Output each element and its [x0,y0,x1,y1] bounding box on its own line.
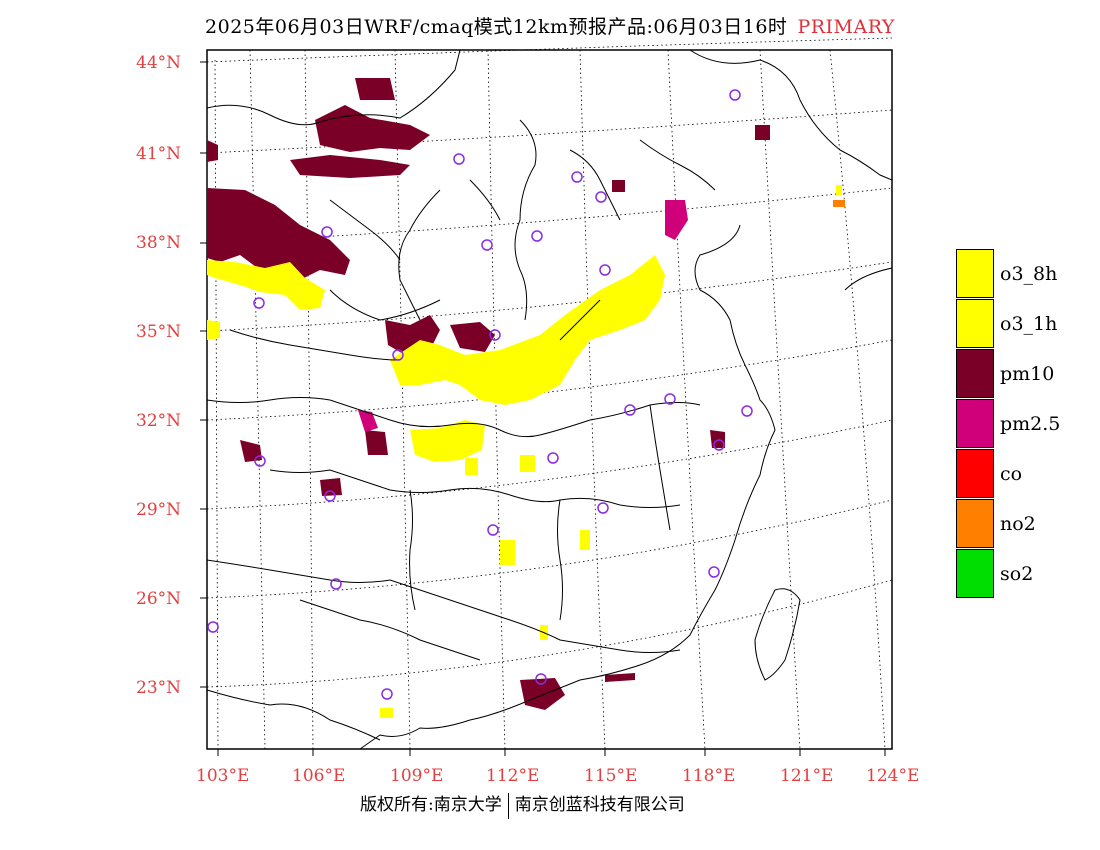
lat-label: 35°N [136,322,182,342]
legend-label: o3_1h [1000,313,1058,335]
legend: o3_8h o3_1h pm10 pm2.5 co no2 so2 [956,249,1060,599]
lon-label: 109°E [390,766,444,786]
legend-item-pm25: pm2.5 [956,399,1060,449]
legend-swatch [956,449,994,498]
lon-label: 103°E [196,766,250,786]
legend-label: no2 [1000,513,1036,535]
legend-item-o3-1h: o3_1h [956,299,1060,349]
credit-divider [507,792,509,819]
legend-label: pm2.5 [1000,413,1061,435]
pm25-patches [358,200,688,432]
lat-label: 29°N [136,500,182,520]
legend-label: co [1000,463,1023,485]
lon-label: 124°E [866,766,920,786]
o3-patches [207,185,842,718]
lon-label: 112°E [486,766,540,786]
lat-label: 32°N [136,411,182,431]
lat-label: 38°N [136,233,182,253]
title-text: 2025年06月03日WRF/cmaq模式12km预报产品:06月03日16时 [205,16,788,38]
tick-marks [200,61,886,756]
lat-label: 44°N [136,53,182,73]
legend-item-o3-8h: o3_8h [956,249,1060,299]
legend-swatch [956,349,994,398]
legend-item-pm10: pm10 [956,349,1060,399]
legend-item-so2: so2 [956,549,1060,599]
title-tag: PRIMARY [797,16,895,38]
lon-label: 118°E [682,766,736,786]
credit-left: 版权所有:南京大学 [360,795,502,815]
copyright-credit: 版权所有:南京大学 南京创蓝科技有限公司 [360,790,685,819]
legend-label: so2 [1000,563,1034,585]
boundaries [206,49,893,750]
lon-label: 115°E [584,766,638,786]
credit-right: 南京创蓝科技有限公司 [514,795,685,815]
map-frame [206,49,893,750]
legend-swatch [956,249,994,298]
legend-swatch [956,399,994,448]
legend-swatch [956,499,994,548]
no2-patches [833,200,845,207]
legend-label: o3_8h [1000,263,1058,285]
station-markers [207,89,753,700]
legend-swatch [956,549,994,598]
legend-item-co: co [956,449,1060,499]
lat-label: 41°N [136,144,182,164]
lon-label: 106°E [292,766,346,786]
map-title: 2025年06月03日WRF/cmaq模式12km预报产品:06月03日16时 P… [0,12,1100,39]
legend-item-no2: no2 [956,499,1060,549]
legend-label: pm10 [1000,363,1055,385]
lat-label: 26°N [136,589,182,609]
legend-swatch [956,299,994,348]
lat-label: 23°N [136,678,182,698]
lon-label: 121°E [780,766,834,786]
